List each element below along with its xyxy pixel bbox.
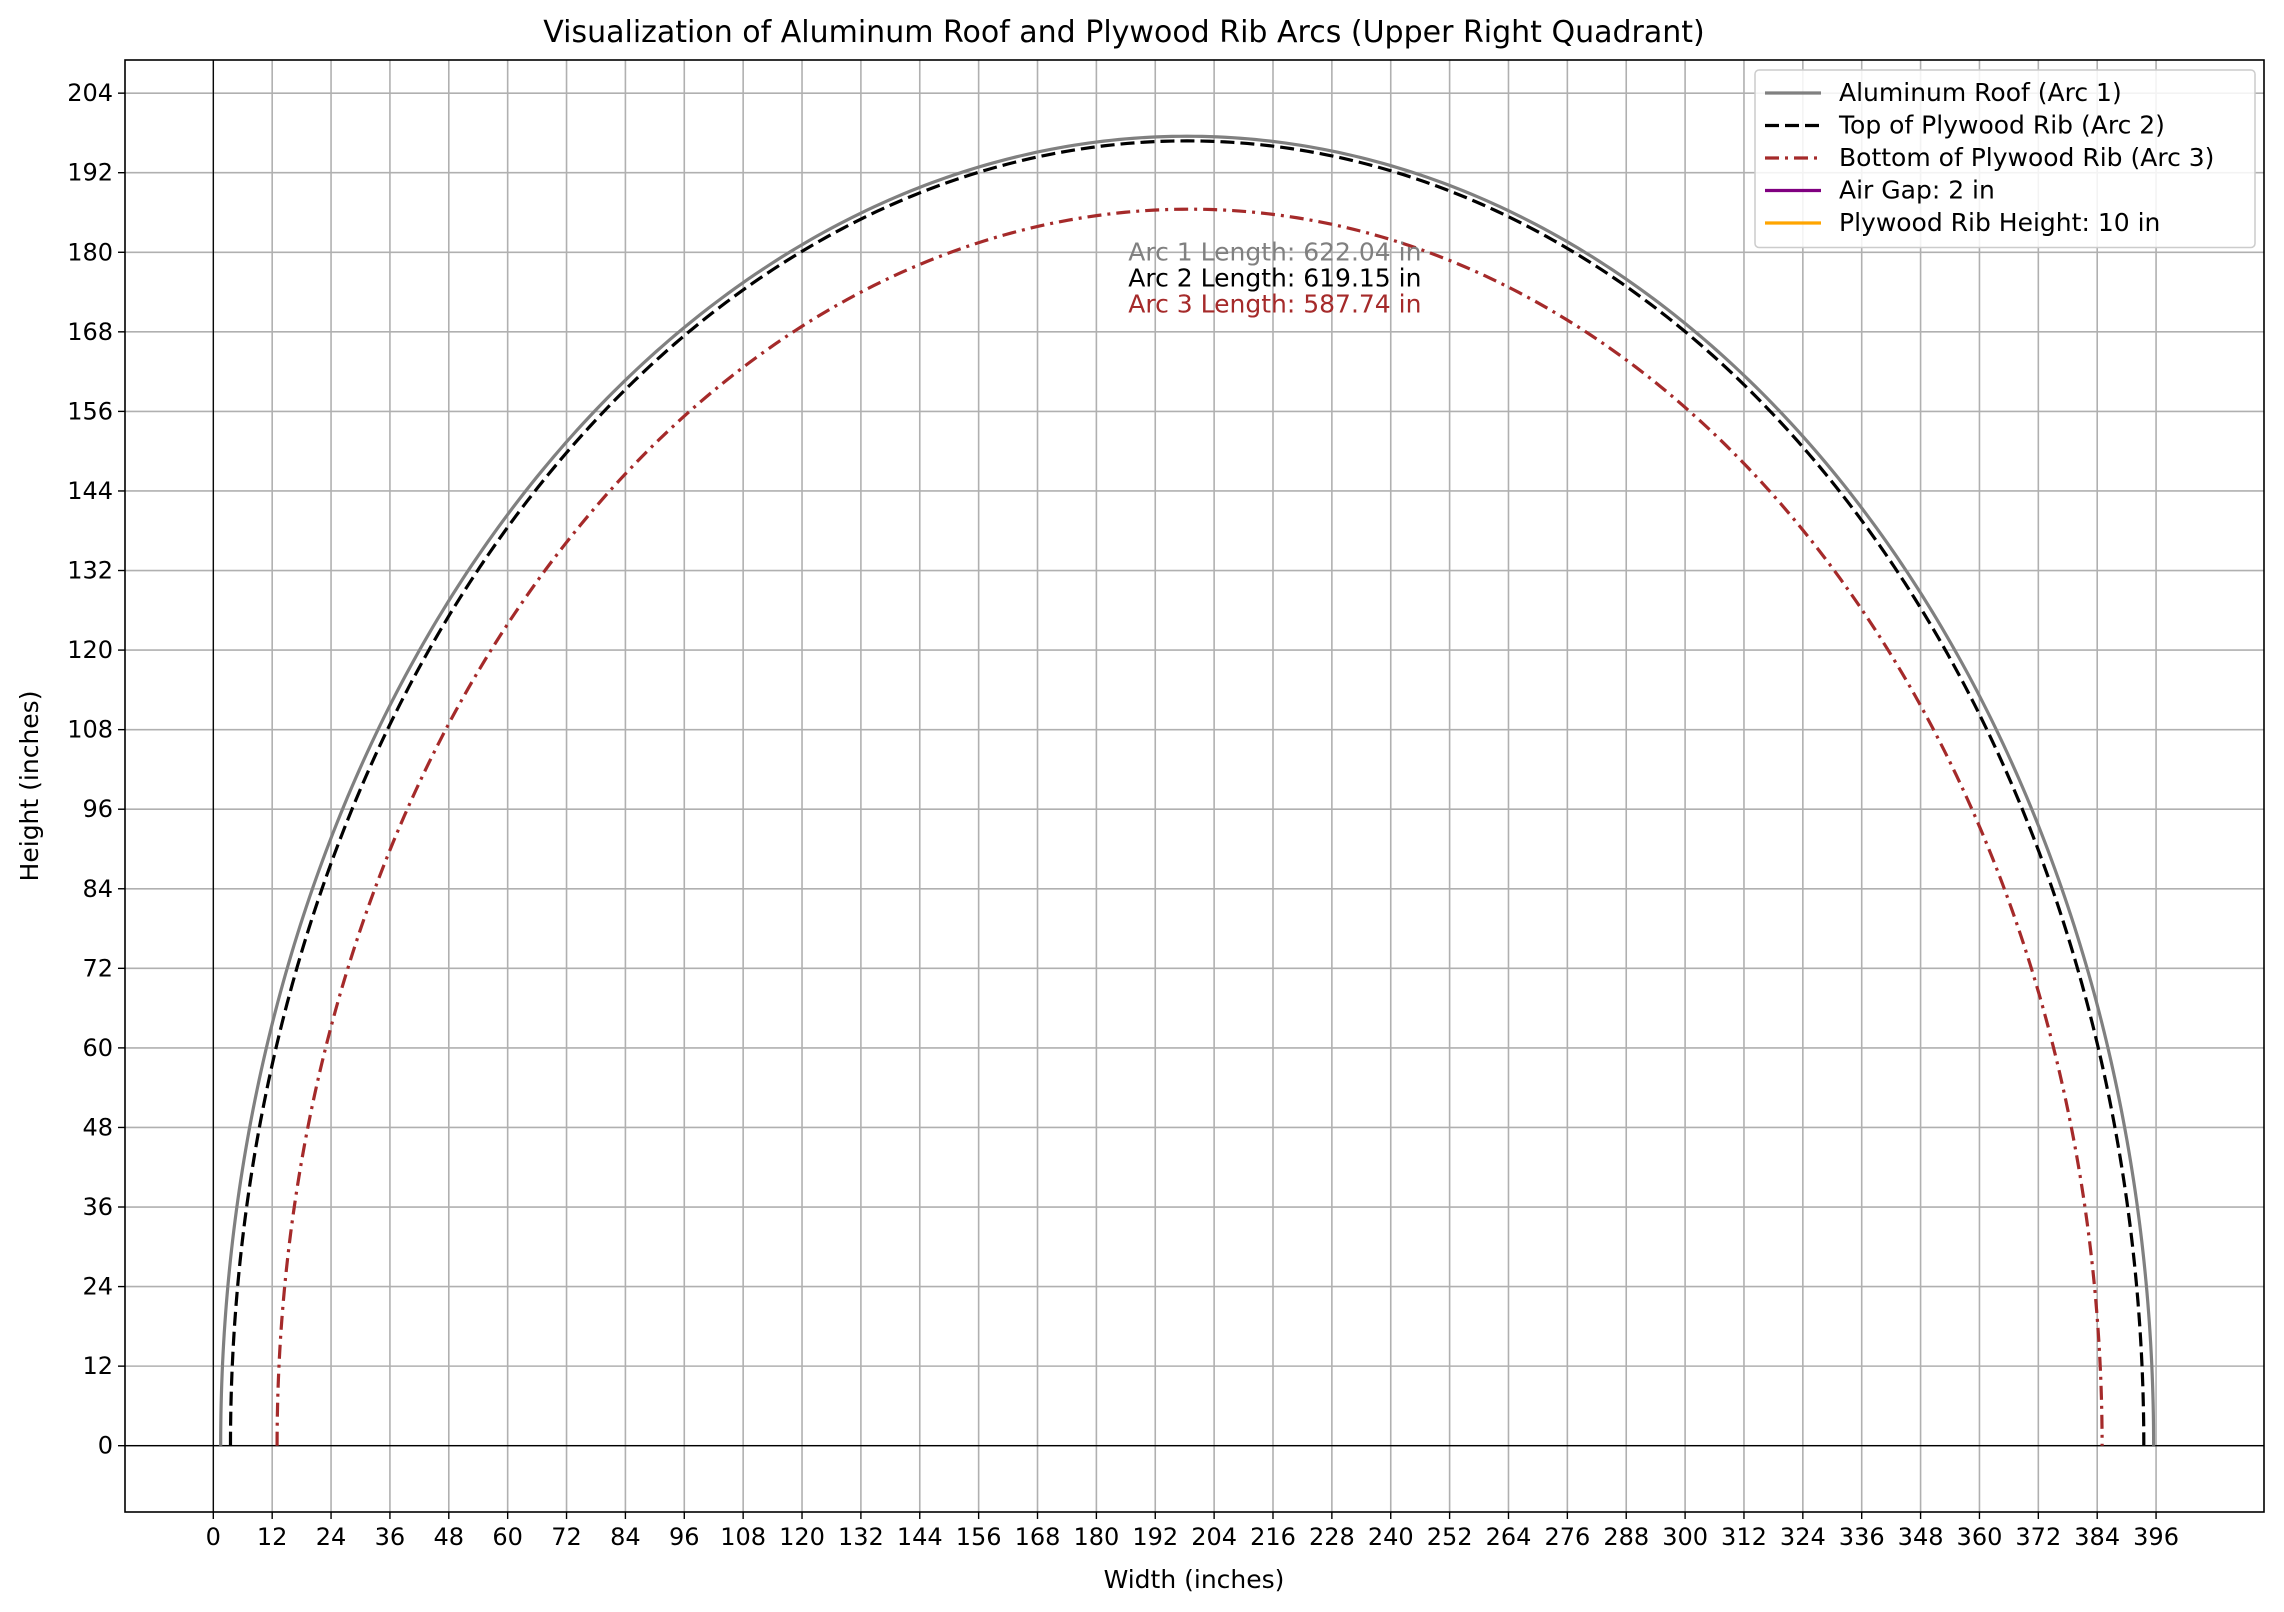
x-tick-label: 96 — [669, 1523, 700, 1551]
x-tick-label: 204 — [1191, 1523, 1237, 1551]
x-tick-label: 0 — [206, 1523, 221, 1551]
x-tick-label: 72 — [551, 1523, 582, 1551]
x-tick-label: 180 — [1073, 1523, 1119, 1551]
y-tick-label: 24 — [82, 1273, 113, 1301]
series-line-arc-1 — [219, 134, 2156, 1446]
y-tick-label: 108 — [67, 716, 113, 744]
x-tick-label: 192 — [1132, 1523, 1178, 1551]
series-layer — [219, 134, 2156, 1446]
x-axis-label: Width (inches) — [1104, 1565, 1285, 1594]
legend-label: Plywood Rib Height: 10 in — [1839, 208, 2160, 237]
y-tick-label: 144 — [67, 477, 113, 505]
y-tick-label: 84 — [82, 875, 113, 903]
x-tick-label: 24 — [316, 1523, 347, 1551]
legend-label: Top of Plywood Rib (Arc 2) — [1838, 111, 2165, 140]
y-tick-label: 132 — [67, 557, 113, 585]
x-tick-label: 348 — [1898, 1523, 1944, 1551]
x-tick-label: 300 — [1662, 1523, 1708, 1551]
zero-lines — [125, 60, 2264, 1512]
x-tick-label: 360 — [1957, 1523, 2003, 1551]
x-tick-label: 144 — [897, 1523, 943, 1551]
y-tick-label: 36 — [82, 1193, 113, 1221]
x-tick-label: 36 — [375, 1523, 406, 1551]
y-tick-label: 156 — [67, 397, 113, 425]
legend-box — [1754, 69, 2256, 249]
x-tick-label: 276 — [1544, 1523, 1590, 1551]
arc-length-annotation: Arc 2 Length: 619.15 in — [1128, 263, 1421, 292]
y-tick-label: 12 — [82, 1352, 113, 1380]
x-tick-label: 384 — [2074, 1523, 2120, 1551]
x-tick-label: 252 — [1427, 1523, 1473, 1551]
x-tick-label: 240 — [1368, 1523, 1414, 1551]
x-tick-label: 264 — [1486, 1523, 1532, 1551]
x-tick-label: 372 — [2015, 1523, 2061, 1551]
plot-frame — [124, 59, 2265, 1513]
x-tick-label: 132 — [838, 1523, 884, 1551]
y-axis-label: Height (inches) — [15, 691, 44, 882]
y-tick-label: 60 — [82, 1034, 113, 1062]
y-tick-label: 96 — [82, 795, 113, 823]
x-tick-label: 108 — [720, 1523, 766, 1551]
x-tick-label: 324 — [1780, 1523, 1826, 1551]
y-tick-label: 72 — [82, 954, 113, 982]
y-tick-label: 48 — [82, 1113, 113, 1141]
y-tick-label: 204 — [67, 79, 113, 107]
arc-length-annotation: Arc 1 Length: 622.04 in — [1128, 237, 1421, 266]
legend-label: Bottom of Plywood Rib (Arc 3) — [1839, 143, 2214, 172]
legend: Aluminum Roof (Arc 1) Top of Plywood Rib … — [1754, 69, 2256, 249]
x-tick-label: 216 — [1250, 1523, 1296, 1551]
x-tick-label: 288 — [1603, 1523, 1649, 1551]
legend-label: Air Gap: 2 in — [1839, 176, 1995, 205]
x-tick-label: 168 — [1015, 1523, 1061, 1551]
chart-title: Visualization of Aluminum Roof and Plywo… — [543, 15, 1704, 50]
x-tick-label: 48 — [434, 1523, 465, 1551]
y-tick-label: 120 — [67, 636, 113, 664]
x-tick-label: 336 — [1839, 1523, 1885, 1551]
x-tick-label: 396 — [2133, 1523, 2179, 1551]
legend-label: Aluminum Roof (Arc 1) — [1839, 78, 2122, 107]
tick-layer: 0 12 24 36 48 60 72 84 96 108 120 132 144 156 168 180 19… — [67, 79, 2179, 1551]
series-line-arc-2 — [228, 139, 2146, 1446]
x-tick-label: 228 — [1309, 1523, 1355, 1551]
y-tick-label: 192 — [67, 159, 113, 187]
x-tick-label: 84 — [610, 1523, 641, 1551]
x-tick-label: 156 — [956, 1523, 1002, 1551]
arc-length-annotation: Arc 3 Length: 587.74 in — [1128, 289, 1421, 318]
x-tick-label: 312 — [1721, 1523, 1767, 1551]
x-tick-label: 12 — [257, 1523, 288, 1551]
y-tick-label: 180 — [67, 238, 113, 266]
x-tick-label: 120 — [779, 1523, 825, 1551]
series-line-arc-3 — [275, 207, 2104, 1446]
y-tick-label: 168 — [67, 318, 113, 346]
x-tick-label: 60 — [492, 1523, 523, 1551]
y-tick-label: 0 — [98, 1432, 113, 1460]
